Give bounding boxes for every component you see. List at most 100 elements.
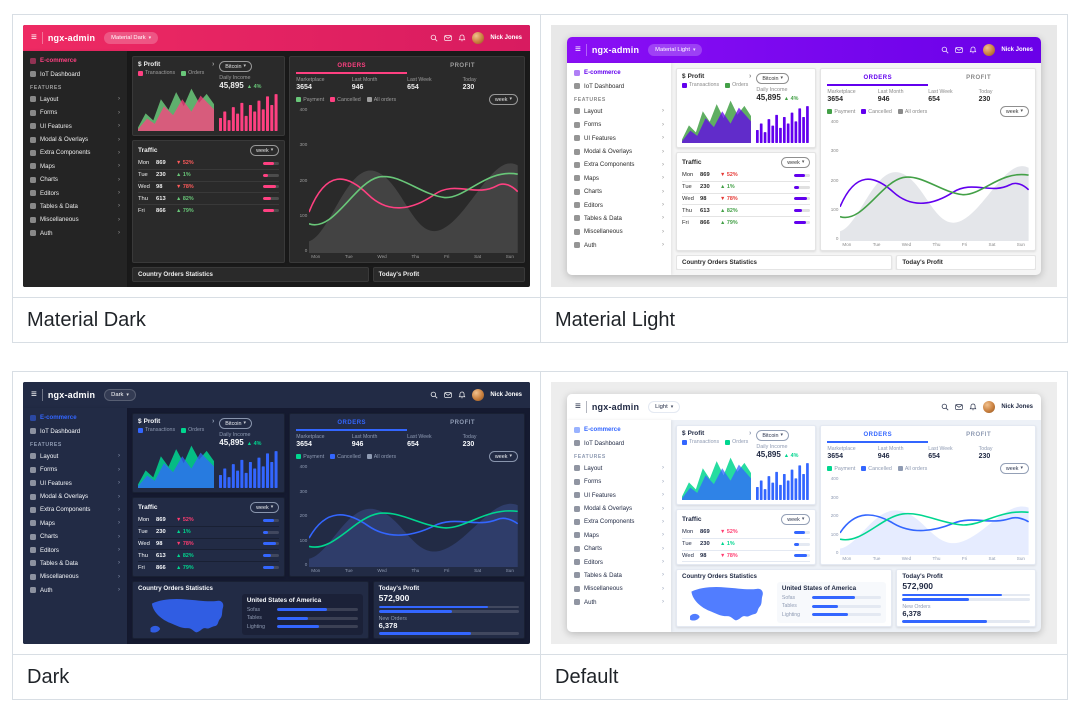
menu-icon[interactable]: ≡ — [31, 390, 37, 400]
brand-logo[interactable]: ngx-admin — [48, 390, 95, 400]
search-icon[interactable] — [430, 391, 438, 399]
sidebar-item-auth[interactable]: Auth › — [567, 596, 671, 609]
sidebar-item-maps[interactable]: Maps › — [23, 517, 127, 530]
traffic-period-select[interactable]: week ▾ — [781, 157, 810, 168]
sidebar-item-editors[interactable]: Editors › — [567, 555, 671, 568]
sidebar-item-layout[interactable]: Layout › — [567, 105, 671, 118]
traffic-period-select[interactable]: week ▾ — [250, 502, 279, 513]
sidebar-item-charts[interactable]: Charts › — [567, 185, 671, 198]
user-name[interactable]: Nick Jones — [1001, 404, 1033, 410]
traffic-period-select[interactable]: week ▾ — [250, 145, 279, 156]
orders-period-select[interactable]: week ▾ — [1000, 106, 1029, 117]
tab-orders[interactable]: ORDERS — [296, 418, 407, 431]
search-icon[interactable] — [941, 403, 949, 411]
sidebar-item-modal-overlays[interactable]: Modal & Overlays › — [567, 502, 671, 515]
theme-select[interactable]: Light ▾ — [648, 401, 680, 413]
bell-icon[interactable] — [458, 391, 466, 399]
chevron-right-icon[interactable]: › — [749, 73, 751, 80]
sidebar-item-editors[interactable]: Editors › — [567, 198, 671, 211]
sidebar-item-forms[interactable]: Forms › — [567, 475, 671, 488]
sidebar-item-auth[interactable]: Auth › — [23, 584, 127, 597]
sidebar-item-layout[interactable]: Layout › — [567, 462, 671, 475]
bell-icon[interactable] — [458, 34, 466, 42]
sidebar-item-modal-overlays[interactable]: Modal & Overlays › — [23, 133, 127, 146]
tab-orders[interactable]: ORDERS — [827, 430, 928, 443]
bell-icon[interactable] — [969, 403, 977, 411]
sidebar-item-iot-dashboard[interactable]: IoT Dashboard — [23, 424, 127, 437]
bell-icon[interactable] — [969, 46, 977, 54]
sidebar-item-auth[interactable]: Auth › — [567, 239, 671, 252]
menu-icon[interactable]: ≡ — [31, 33, 37, 43]
sidebar-item-modal-overlays[interactable]: Modal & Overlays › — [567, 145, 671, 158]
brand-logo[interactable]: ngx-admin — [48, 33, 95, 43]
currency-select[interactable]: Bitcoin ▾ — [756, 73, 789, 84]
chevron-right-icon[interactable]: › — [212, 418, 214, 425]
sidebar-item-forms[interactable]: Forms › — [567, 118, 671, 131]
sidebar-item-tables-data[interactable]: Tables & Data › — [567, 569, 671, 582]
brand-logo[interactable]: ngx-admin — [592, 402, 639, 412]
currency-select[interactable]: Bitcoin ▾ — [219, 61, 252, 72]
sidebar-item-charts[interactable]: Charts › — [567, 542, 671, 555]
sidebar-item-editors[interactable]: Editors › — [23, 543, 127, 556]
user-name[interactable]: Nick Jones — [1001, 47, 1033, 53]
sidebar-item-extra-components[interactable]: Extra Components › — [23, 503, 127, 516]
tab-profit[interactable]: PROFIT — [407, 418, 518, 431]
avatar[interactable] — [983, 44, 995, 56]
theme-screenshot[interactable]: ≡ ngx-admin Light ▾ — [541, 372, 1067, 654]
avatar[interactable] — [983, 401, 995, 413]
sidebar-item-ui-features[interactable]: UI Features › — [23, 120, 127, 133]
theme-screenshot[interactable]: ≡ ngx-admin Material Dark ▾ — [13, 15, 540, 297]
search-icon[interactable] — [941, 46, 949, 54]
menu-icon[interactable]: ≡ — [575, 402, 581, 412]
sidebar-item-miscellaneous[interactable]: Miscellaneous › — [23, 570, 127, 583]
tab-profit[interactable]: PROFIT — [407, 61, 518, 74]
sidebar-item-modal-overlays[interactable]: Modal & Overlays › — [23, 490, 127, 503]
sidebar-item-ui-features[interactable]: UI Features › — [567, 489, 671, 502]
sidebar-item-ecommerce[interactable]: E-commerce — [23, 54, 127, 67]
sidebar-item-ecommerce[interactable]: E-commerce — [567, 423, 671, 436]
theme-select[interactable]: Dark ▾ — [104, 389, 136, 401]
usa-map[interactable] — [682, 582, 772, 623]
sidebar-item-charts[interactable]: Charts › — [23, 173, 127, 186]
sidebar-item-layout[interactable]: Layout › — [23, 450, 127, 463]
sidebar-item-auth[interactable]: Auth › — [23, 227, 127, 240]
sidebar-item-maps[interactable]: Maps › — [567, 172, 671, 185]
sidebar-item-ecommerce[interactable]: E-commerce — [23, 411, 127, 424]
sidebar-item-iot-dashboard[interactable]: IoT Dashboard — [567, 79, 671, 92]
chevron-right-icon[interactable]: › — [212, 61, 214, 68]
brand-logo[interactable]: ngx-admin — [592, 45, 639, 55]
email-icon[interactable] — [955, 46, 963, 54]
avatar[interactable] — [472, 32, 484, 44]
theme-screenshot[interactable]: ≡ ngx-admin Material Light ▾ — [541, 15, 1067, 297]
sidebar-item-charts[interactable]: Charts › — [23, 530, 127, 543]
sidebar-item-forms[interactable]: Forms › — [23, 463, 127, 476]
sidebar-item-extra-components[interactable]: Extra Components › — [567, 158, 671, 171]
tab-profit[interactable]: PROFIT — [928, 430, 1029, 443]
user-name[interactable]: Nick Jones — [490, 35, 522, 41]
avatar[interactable] — [472, 389, 484, 401]
email-icon[interactable] — [444, 391, 452, 399]
sidebar-item-maps[interactable]: Maps › — [567, 529, 671, 542]
menu-icon[interactable]: ≡ — [575, 45, 581, 55]
theme-select[interactable]: Material Light ▾ — [648, 44, 702, 56]
sidebar-item-maps[interactable]: Maps › — [23, 160, 127, 173]
sidebar-item-ui-features[interactable]: UI Features › — [23, 477, 127, 490]
tab-orders[interactable]: ORDERS — [827, 73, 928, 86]
sidebar-item-iot-dashboard[interactable]: IoT Dashboard — [23, 67, 127, 80]
sidebar-item-miscellaneous[interactable]: Miscellaneous › — [23, 213, 127, 226]
tab-orders[interactable]: ORDERS — [296, 61, 407, 74]
theme-select[interactable]: Material Dark ▾ — [104, 32, 158, 44]
orders-period-select[interactable]: week ▾ — [1000, 463, 1029, 474]
sidebar-item-ecommerce[interactable]: E-commerce — [567, 66, 671, 79]
sidebar-item-forms[interactable]: Forms › — [23, 106, 127, 119]
orders-period-select[interactable]: week ▾ — [489, 451, 518, 462]
sidebar-item-iot-dashboard[interactable]: IoT Dashboard — [567, 436, 671, 449]
sidebar-item-layout[interactable]: Layout › — [23, 93, 127, 106]
traffic-period-select[interactable]: week ▾ — [781, 514, 810, 525]
sidebar-item-extra-components[interactable]: Extra Components › — [567, 515, 671, 528]
sidebar-item-extra-components[interactable]: Extra Components › — [23, 146, 127, 159]
sidebar-item-tables-data[interactable]: Tables & Data › — [567, 212, 671, 225]
sidebar-item-editors[interactable]: Editors › — [23, 186, 127, 199]
search-icon[interactable] — [430, 34, 438, 42]
sidebar-item-tables-data[interactable]: Tables & Data › — [23, 200, 127, 213]
